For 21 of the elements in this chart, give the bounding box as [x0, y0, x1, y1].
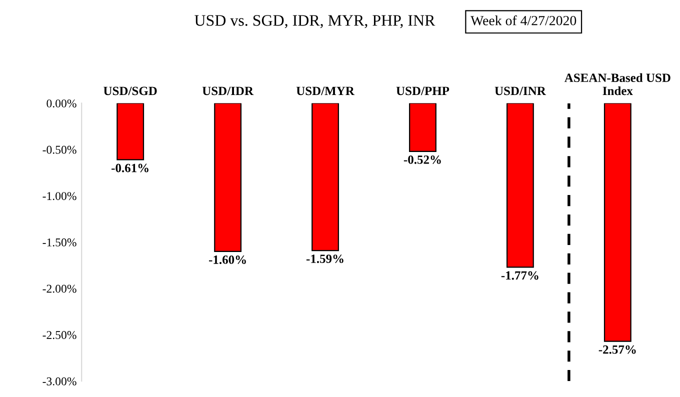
y-tick-label: -0.50%	[42, 146, 76, 154]
x-tick-label: USD/MYR	[296, 86, 355, 96]
y-tick-label: -3.00%	[42, 377, 76, 386]
data-label: -1.59%	[306, 254, 344, 264]
chart-title: USD vs. SGD, IDR, MYR, PHP, INR	[194, 15, 436, 28]
y-tick-label: -2.00%	[42, 284, 76, 293]
x-tick-label: USD/IDR	[202, 86, 254, 96]
y-tick-label: -1.50%	[42, 238, 76, 246]
y-tick-label: 0.00%	[46, 99, 76, 108]
data-label: -2.57%	[598, 345, 636, 354]
data-label: -1.60%	[208, 256, 246, 264]
x-tick-label: USD/SGD	[104, 86, 157, 96]
data-label: -1.77%	[501, 271, 538, 280]
x-tick-label: USD/PHP	[396, 86, 450, 96]
y-tick-label: -1.00%	[42, 192, 76, 200]
chart-subtitle: Week of 4/27/2020	[470, 15, 576, 26]
y-tick-label: -2.50%	[42, 331, 76, 340]
data-label: -0.52%	[404, 155, 441, 164]
data-label: -0.61%	[112, 164, 148, 172]
x-tick-label: ASEAN-Based USD Index	[564, 73, 670, 96]
x-tick-label: USD/INR	[494, 86, 546, 96]
